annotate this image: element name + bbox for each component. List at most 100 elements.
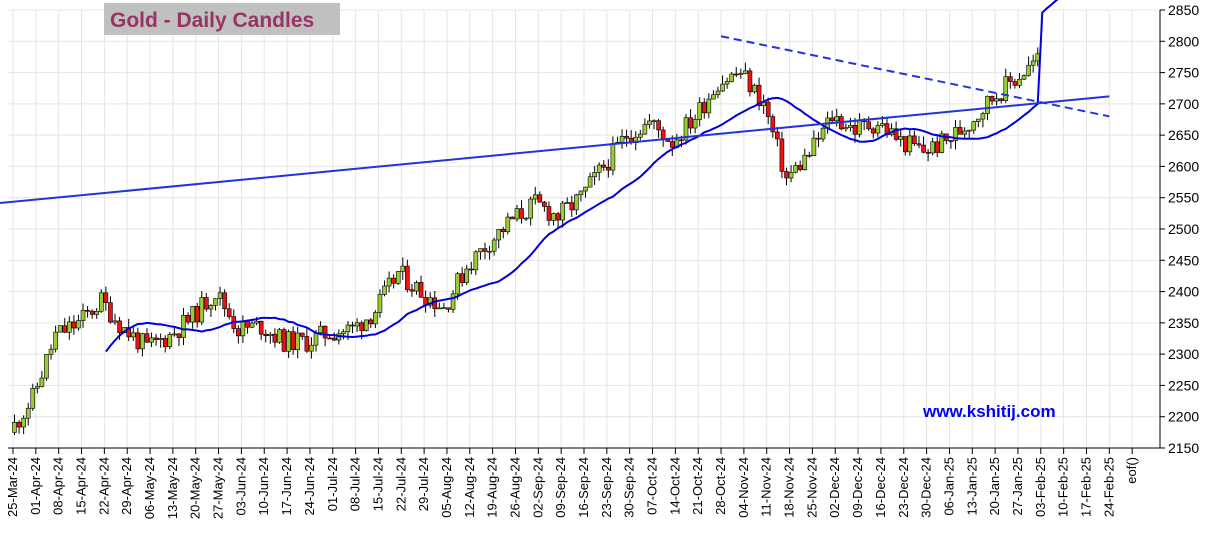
y-tick-label: 2750 (1168, 65, 1199, 81)
x-tick-label: 09-Sep-24 (553, 457, 568, 518)
candle-up (966, 129, 972, 132)
candle-down (679, 139, 684, 142)
candle-up (427, 297, 433, 306)
candle-up (953, 127, 958, 142)
candle-up (76, 320, 81, 329)
candle-up (487, 250, 492, 253)
x-tick-label: 14-Oct-24 (667, 457, 682, 515)
candle-up (249, 322, 255, 328)
candles (12, 47, 1041, 435)
candle-up (971, 121, 977, 131)
candle-down (327, 337, 332, 340)
candle-up (647, 120, 652, 125)
x-tick-label: 15-Apr-24 (74, 457, 89, 515)
candle-down (194, 306, 200, 323)
candle-up (532, 194, 538, 200)
x-tick-label: 29-Apr-24 (119, 457, 134, 515)
candle-down (624, 136, 629, 139)
candle-down (185, 315, 191, 323)
candle-up (354, 322, 360, 327)
support-trend-line (0, 95, 1110, 205)
candle-up (505, 216, 511, 233)
y-tick-label: 2650 (1168, 127, 1199, 143)
candle-up (441, 307, 447, 310)
x-tick-label: 15-Jul-24 (370, 457, 385, 511)
candle-down (446, 307, 451, 310)
candle-up (213, 298, 218, 306)
candle-up (560, 202, 565, 221)
moving-average (105, 0, 1059, 353)
candle-up (48, 348, 54, 355)
candle-down (601, 164, 607, 168)
y-tick-label: 2850 (1168, 2, 1199, 18)
candle-up (788, 171, 794, 179)
candle-up (738, 73, 744, 75)
candle-down (176, 333, 182, 338)
candle-down (482, 248, 488, 252)
candle-up (711, 94, 716, 100)
candle-down (103, 292, 109, 304)
candle-up (880, 123, 885, 126)
candle-down (733, 73, 739, 76)
x-tick-label: 26-Aug-24 (507, 457, 522, 518)
candle-down (272, 333, 278, 343)
y-tick-label: 2450 (1168, 252, 1199, 268)
x-tick-label: 24-Feb-25 (1101, 457, 1116, 517)
candle-up (158, 338, 163, 340)
candle-down (126, 327, 131, 338)
candle-down (797, 165, 803, 171)
candle-down (500, 229, 506, 233)
candle-down (606, 166, 611, 171)
x-tick-label: 19-Aug-24 (485, 457, 500, 518)
candle-down (510, 216, 515, 220)
candle-up (523, 217, 529, 220)
candle-up (1021, 75, 1027, 80)
candle-up (478, 248, 483, 253)
candle-up (962, 130, 967, 135)
candle-up (857, 120, 862, 135)
candle-down (921, 144, 926, 153)
x-tick-label: 20-Jan-25 (987, 457, 1002, 516)
x-tick-label: 16-Dec-24 (873, 457, 888, 518)
candle-up (596, 164, 602, 173)
candle-up (190, 306, 195, 323)
x-tick-label: 10-Jun-24 (256, 457, 271, 516)
candle-down (775, 131, 780, 140)
candle-down (816, 137, 821, 140)
candle-up (450, 293, 456, 310)
x-tick-label: 17-Feb-25 (1078, 457, 1093, 517)
candle-down (866, 121, 872, 130)
candle-up (167, 334, 173, 348)
candle-down (807, 154, 812, 157)
candle-up (455, 273, 460, 295)
candle-down (405, 265, 410, 291)
candle-up (268, 333, 273, 336)
candle-down (665, 139, 671, 142)
candle-up (994, 98, 999, 102)
watermark-text: www.kshitij.com (922, 402, 1056, 421)
candle-up (1026, 64, 1031, 76)
candle-down (304, 336, 310, 352)
candle-down (934, 141, 940, 153)
x-tick-label: 08-Apr-24 (51, 457, 66, 515)
candle-up (715, 90, 721, 96)
candle-up (578, 190, 584, 196)
candle-up (112, 320, 118, 323)
candle-up (752, 84, 757, 93)
candle-down (391, 277, 396, 284)
y-tick-label: 2300 (1168, 346, 1199, 362)
candle-up (1017, 78, 1022, 86)
candle-up (80, 309, 86, 321)
candle-down (153, 337, 159, 340)
candle-down (912, 135, 917, 145)
candle-up (834, 116, 840, 122)
x-tick-label: 01-Apr-24 (28, 457, 43, 515)
candle-up (21, 417, 26, 428)
candle-up (619, 136, 625, 143)
candle-down (468, 268, 474, 271)
candle-up (172, 333, 177, 336)
y-tick-label: 2200 (1168, 409, 1199, 425)
candle-down (263, 333, 269, 336)
candle-up (199, 297, 205, 323)
resistance-trend-line (720, 35, 1110, 118)
